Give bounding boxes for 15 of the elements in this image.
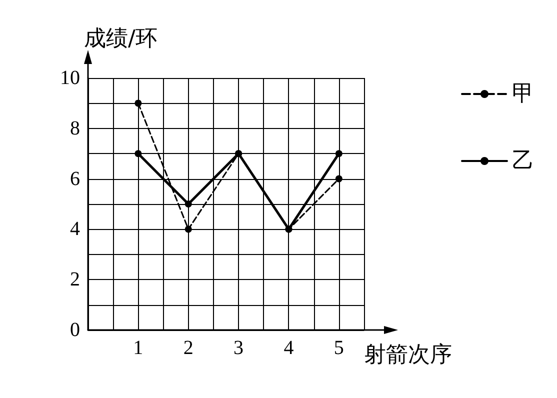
x-tick-label: 3	[234, 337, 244, 359]
y-axis-title: 成绩/环	[84, 26, 158, 52]
y-tick-label: 0	[70, 319, 80, 341]
x-tick-label: 2	[183, 337, 194, 359]
legend-label: 乙	[512, 148, 534, 174]
x-tick-label: 5	[334, 337, 344, 359]
y-tick-label: 8	[70, 117, 80, 140]
y-tick-label: 4	[70, 218, 80, 240]
y-tick-label: 6	[70, 168, 80, 190]
y-tick-label: 10	[60, 67, 80, 89]
legend-label: 甲	[512, 82, 534, 106]
y-tick-label: 2	[70, 268, 80, 291]
x-tick-label: 4	[284, 337, 294, 359]
x-tick-label: 1	[133, 337, 144, 359]
x-axis-title: 射箭次序	[364, 342, 452, 368]
